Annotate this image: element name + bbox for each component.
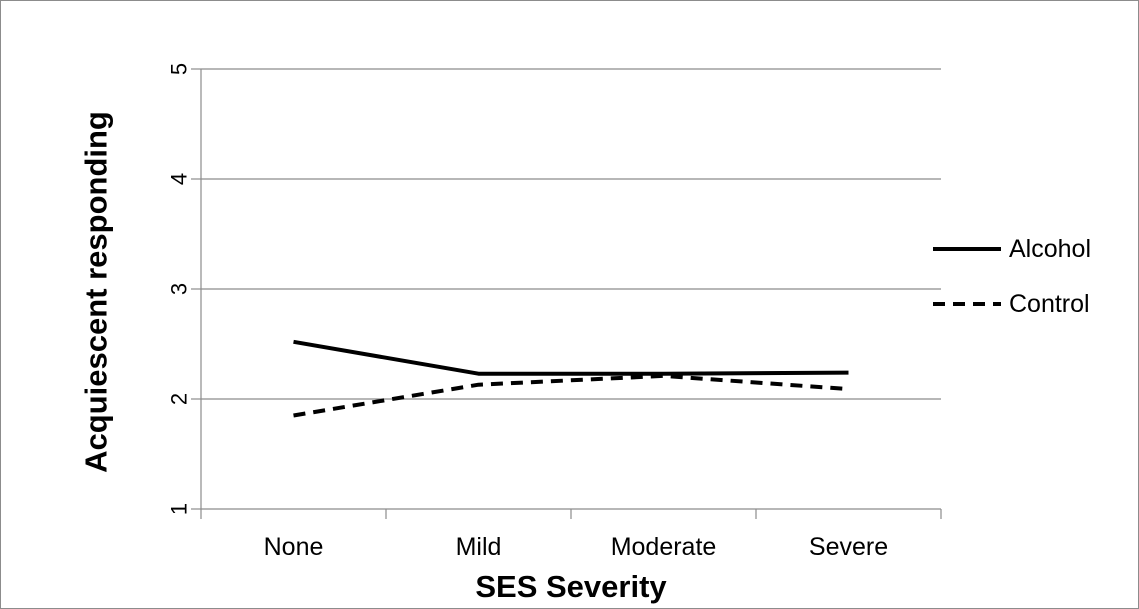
x-tick-label: Mild bbox=[456, 533, 502, 561]
legend-label-control: Control bbox=[1009, 290, 1090, 318]
series-line-alcohol bbox=[293, 339, 849, 376]
y-tick-label: 5 bbox=[167, 63, 192, 75]
axes bbox=[191, 68, 942, 519]
legend: Alcohol Control bbox=[933, 235, 1091, 318]
y-tick-label: 1 bbox=[167, 503, 192, 515]
y-tick-label: 3 bbox=[167, 283, 192, 295]
x-tick-label: Severe bbox=[809, 533, 888, 561]
y-tick-label: 2 bbox=[167, 393, 192, 405]
x-tick-label: Moderate bbox=[611, 533, 717, 561]
series-lines bbox=[293, 339, 849, 418]
tick-labels: 1 2 3 4 5 None Mild Moderate Severe bbox=[167, 63, 889, 561]
x-tick-label: None bbox=[264, 533, 324, 561]
x-axis-title: SES Severity bbox=[475, 569, 667, 604]
y-tick-label: 4 bbox=[167, 173, 192, 185]
gridlines bbox=[201, 68, 941, 400]
legend-label-alcohol: Alcohol bbox=[1009, 235, 1091, 263]
y-axis-title: Acquiescent responding bbox=[79, 111, 114, 473]
series-line-control bbox=[293, 373, 849, 418]
